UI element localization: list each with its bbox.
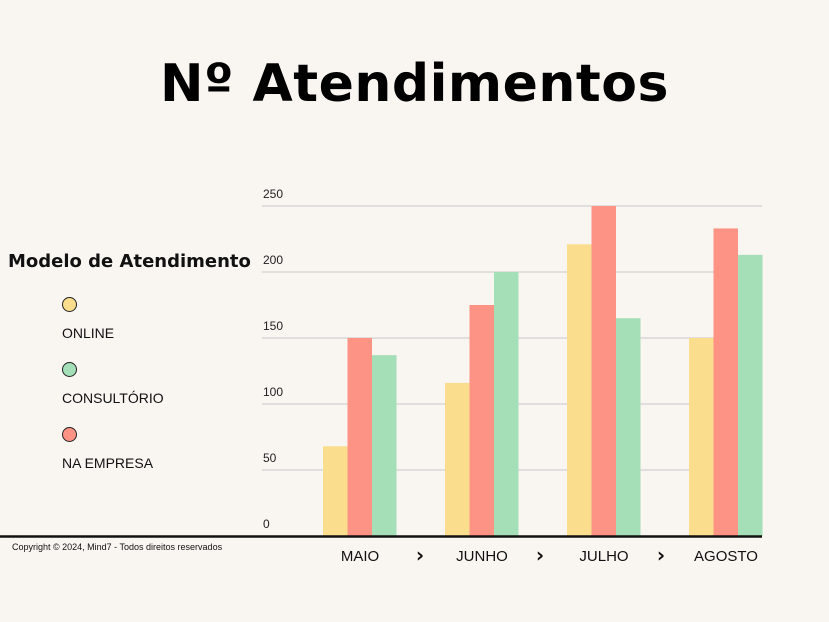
- x-tick-label-julho: JULHO: [579, 548, 628, 565]
- bar-maio-online: [323, 446, 348, 536]
- bar-junho-online: [445, 382, 470, 536]
- y-tick-label-50: 50: [263, 451, 277, 465]
- y-tick-label-100: 100: [263, 385, 283, 399]
- y-tick-label-200: 200: [263, 253, 283, 267]
- legend-label-na-empresa: NA EMPRESA: [62, 455, 154, 471]
- chevron-right-icon: ›: [536, 543, 544, 567]
- chevron-right-icon: ›: [416, 543, 424, 567]
- x-tick-label-agosto: AGOSTO: [694, 548, 758, 565]
- copyright-text: Copyright © 2024, Mind7 - Todos direitos…: [12, 542, 223, 552]
- y-tick-label-150: 150: [263, 319, 283, 333]
- x-tick-label-maio: MAIO: [341, 548, 379, 565]
- bar-maio-consult-rio: [372, 355, 397, 536]
- bar-junho-consult-rio: [494, 272, 519, 536]
- legend-label-online: ONLINE: [62, 325, 115, 341]
- bar-maio-na-empresa: [347, 338, 372, 536]
- legend-swatch-consultorio: [62, 362, 77, 377]
- legend-title: Modelo de Atendimento: [8, 251, 251, 272]
- bar-agosto-na-empresa: [713, 228, 738, 536]
- legend-swatch-online: [62, 297, 77, 312]
- bar-agosto-consult-rio: [738, 254, 763, 536]
- y-tick-label-250: 250: [263, 187, 283, 201]
- legend-swatch-na-empresa: [62, 427, 77, 442]
- x-tick-label-junho: JUNHO: [456, 548, 508, 565]
- y-tick-label-0: 0: [263, 517, 270, 531]
- bar-julho-consult-rio: [616, 318, 641, 536]
- bar-julho-na-empresa: [591, 206, 616, 536]
- bar-agosto-online: [689, 338, 714, 536]
- chart-title: Nº Atendimentos: [160, 54, 669, 114]
- chevron-right-icon: ›: [657, 543, 665, 567]
- bar-junho-na-empresa: [469, 305, 494, 536]
- bar-julho-online: [567, 244, 592, 536]
- legend-label-consultorio: CONSULTÓRIO: [62, 390, 164, 406]
